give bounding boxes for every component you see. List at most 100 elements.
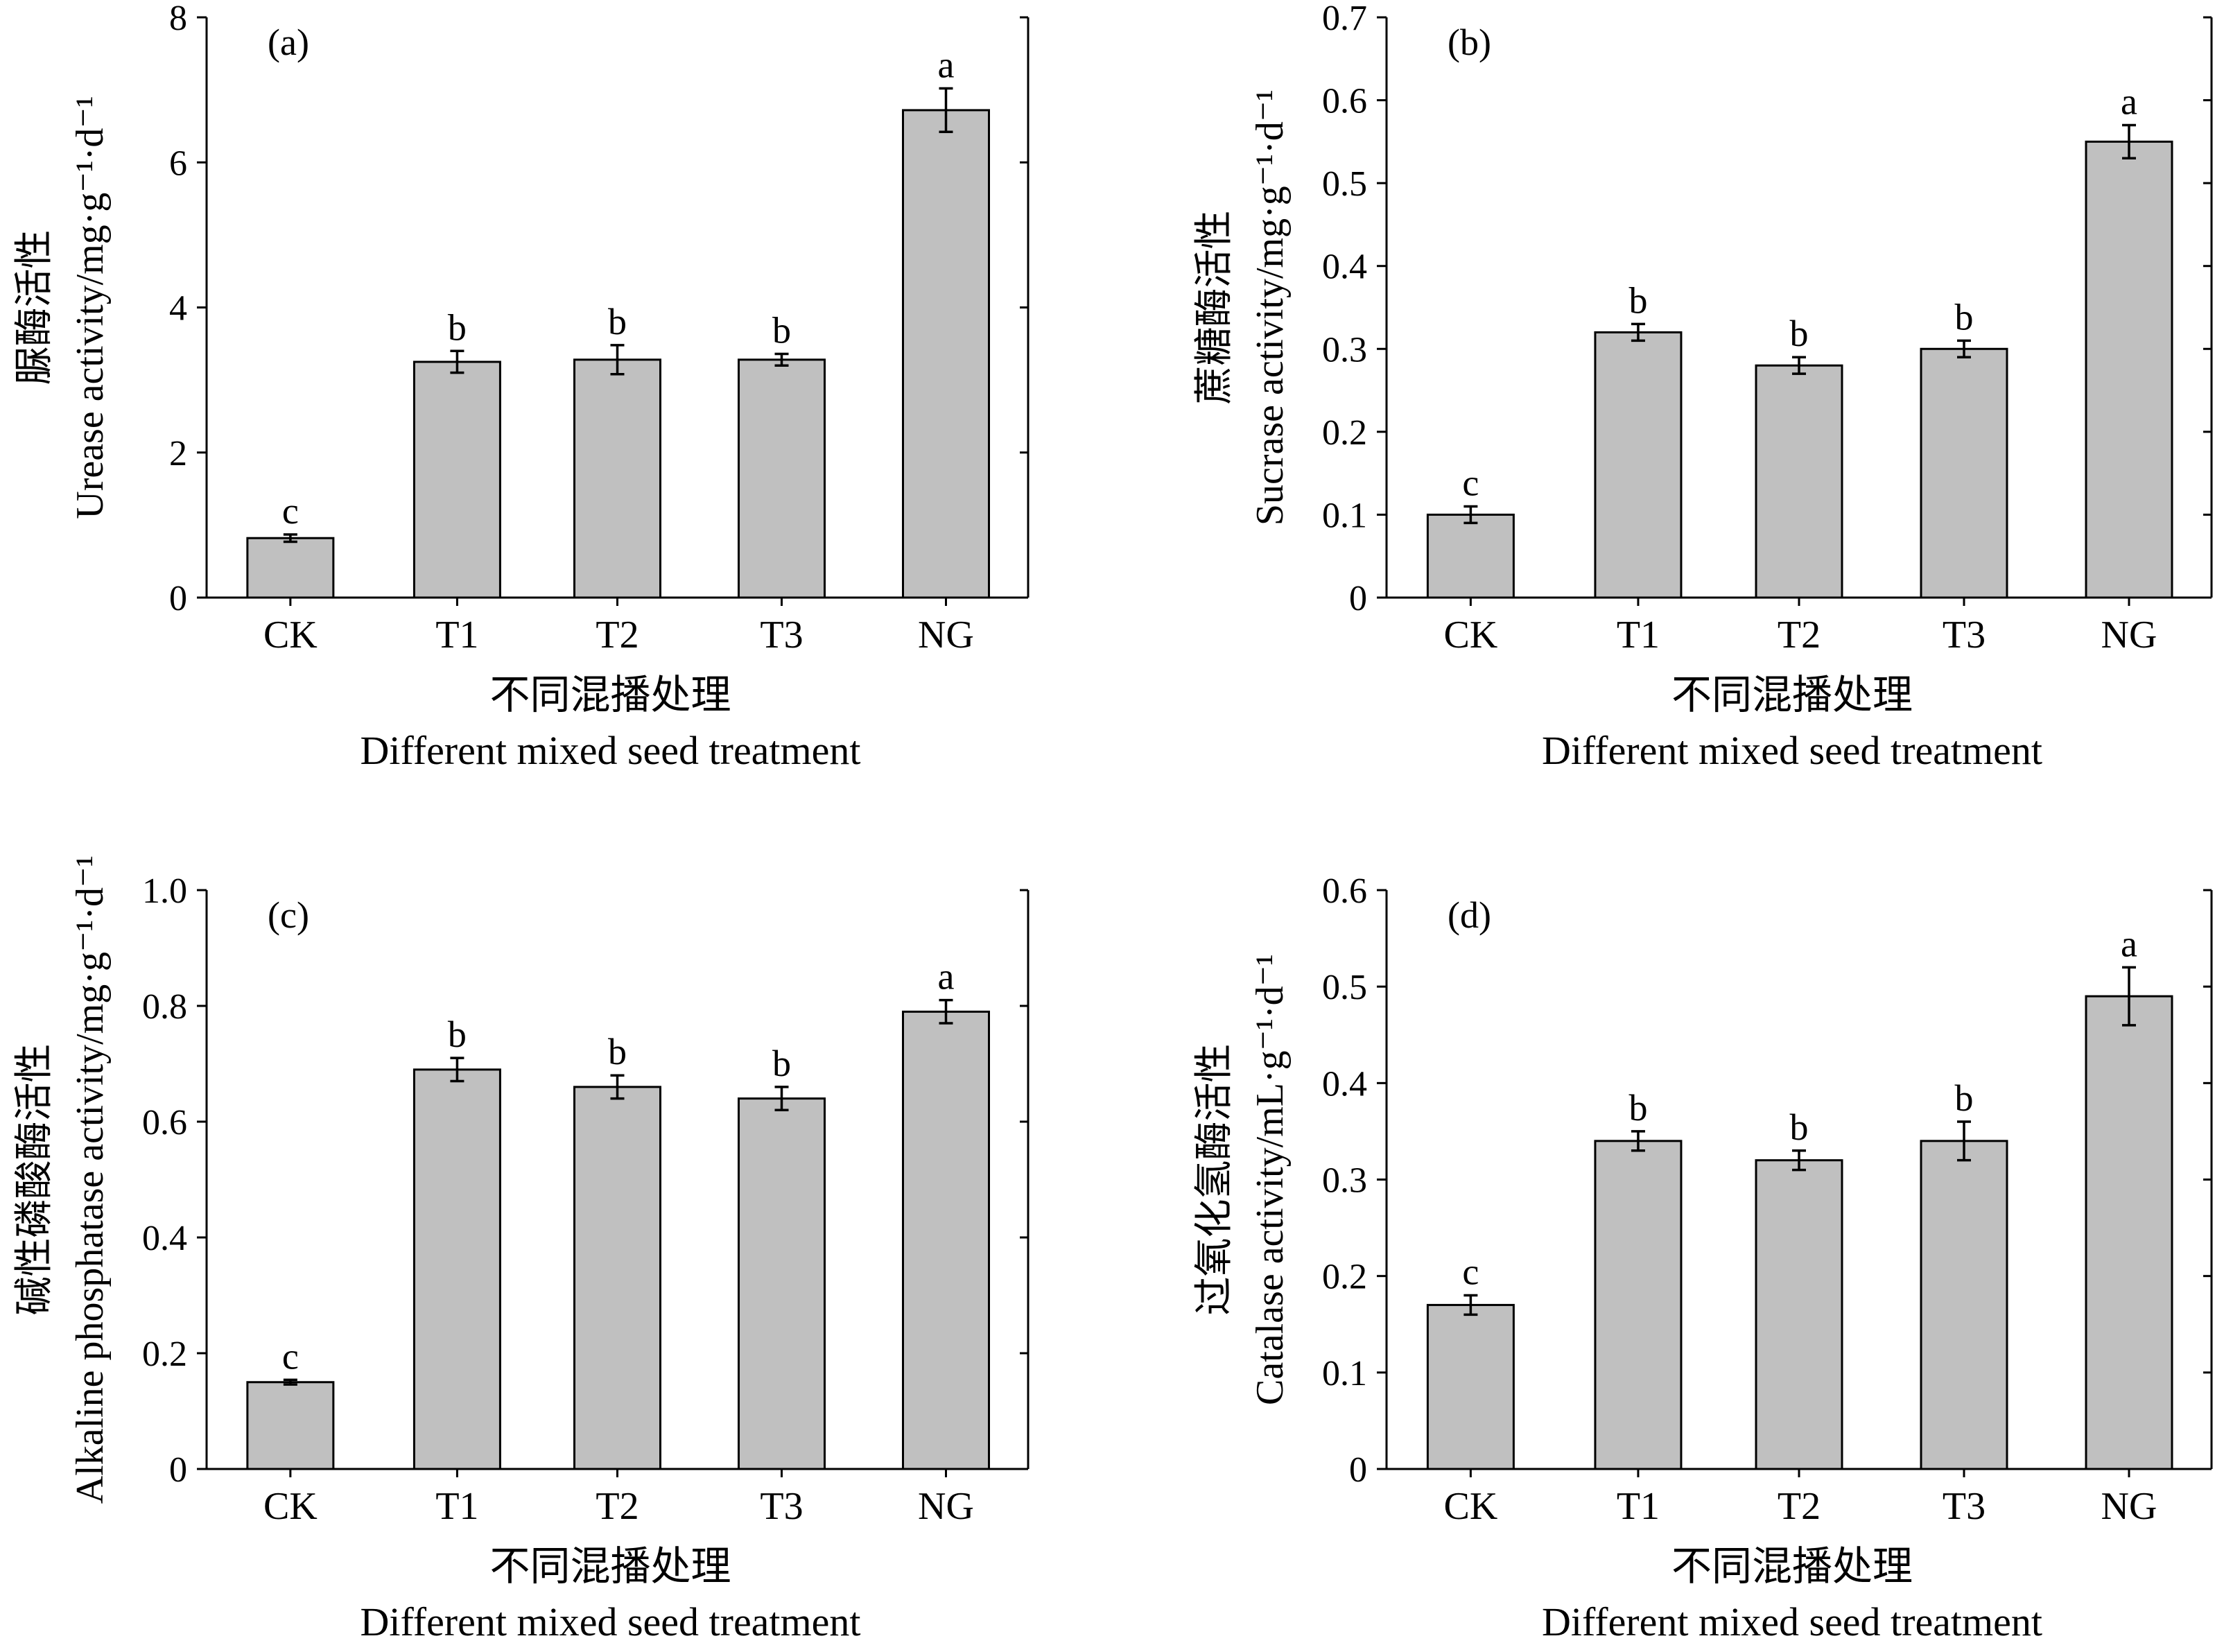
- category-label: T3: [1943, 614, 1986, 657]
- y-tick-label: 0.3: [1322, 330, 1367, 369]
- significance-label: b: [1790, 1106, 1809, 1148]
- category-label: T1: [435, 614, 478, 657]
- significance-label: c: [1462, 1251, 1479, 1293]
- category-label: T2: [1778, 614, 1821, 657]
- y-tick-label: 0.2: [142, 1334, 187, 1374]
- category-label: NG: [2101, 614, 2157, 657]
- y-tick-label: 0.6: [1322, 82, 1367, 121]
- y-tick-label: 4: [169, 289, 187, 329]
- significance-label: b: [608, 301, 627, 342]
- y-axis-title-cn: 蔗糖酶活性: [1193, 211, 1236, 405]
- significance-label: b: [1790, 313, 1809, 354]
- chart-panel-b: 0 0.1 0.2 0.3 0.4 0.5 0.6 0.7 (b) c CK b T1 b T2 b T3 a NG…: [1193, 0, 2213, 773]
- y-tick-label: 0: [169, 579, 187, 618]
- y-axis-title-cn: 脲酶活性: [13, 230, 56, 385]
- y-tick-label: 8: [169, 0, 187, 38]
- category-label: CK: [263, 614, 318, 657]
- y-tick-label: 0.1: [1322, 1354, 1367, 1393]
- bar-T1: [1594, 1140, 1683, 1470]
- bar-T3: [738, 358, 826, 599]
- y-tick-label: 0: [1349, 1450, 1367, 1490]
- y-tick-label: 0.3: [1322, 1161, 1367, 1201]
- bar-T2: [1755, 1159, 1843, 1470]
- bar-CK: [246, 537, 335, 599]
- panel-label: (c): [268, 894, 309, 936]
- x-axis-title-cn: 不同混播处理: [1671, 1544, 1913, 1589]
- category-label: NG: [918, 614, 974, 657]
- y-tick-label: 0.4: [142, 1219, 187, 1258]
- significance-label: b: [1628, 279, 1647, 321]
- significance-label: c: [1462, 462, 1479, 503]
- x-axis-title-cn: 不同混播处理: [489, 1544, 731, 1589]
- x-axis-title-cn: 不同混播处理: [489, 672, 731, 718]
- y-tick-label: 0: [169, 1450, 187, 1490]
- chart-panel-a: 0 2 4 6 8 (a) c CK b T1 b T2 b T3 a NG 不同混播处理 Different m…: [13, 0, 1030, 773]
- x-axis-title-en: Different mixed seed treatment: [360, 728, 860, 773]
- y-tick-label: 0.4: [1322, 247, 1367, 287]
- significance-label: b: [1628, 1087, 1647, 1129]
- bar-T3: [1920, 347, 2008, 599]
- category-label: CK: [1443, 1485, 1497, 1528]
- y-tick-label: 0.8: [142, 987, 187, 1027]
- y-tick-label: 0.6: [142, 1103, 187, 1142]
- category-label: T2: [1778, 1485, 1821, 1528]
- significance-label: b: [448, 306, 467, 348]
- significance-label: b: [1955, 296, 1974, 338]
- significance-label: c: [282, 490, 299, 532]
- x-axis-title-en: Different mixed seed treatment: [1542, 728, 2042, 773]
- significance-label: b: [772, 1043, 791, 1084]
- y-tick-label: 0.2: [1322, 413, 1367, 453]
- category-label: T1: [1617, 614, 1660, 657]
- y-tick-label: 0.5: [1322, 968, 1367, 1007]
- category-label: T3: [1943, 1485, 1986, 1528]
- category-label: CK: [263, 1485, 318, 1528]
- y-tick-label: 0.1: [1322, 496, 1367, 535]
- y-axis-title-cn: 过氧化氢酶活性: [1193, 1044, 1236, 1316]
- bar-T1: [1594, 331, 1683, 599]
- category-label: T2: [596, 614, 638, 657]
- y-tick-label: 1.0: [142, 871, 187, 911]
- bar-T1: [412, 1068, 501, 1470]
- significance-label: b: [772, 309, 791, 351]
- bar-T2: [1755, 364, 1843, 599]
- y-axis-title-en: Sucrase activity/mg·g⁻¹·d⁻¹: [1249, 89, 1292, 525]
- y-tick-label: 0.7: [1322, 0, 1367, 38]
- significance-label: b: [448, 1014, 467, 1055]
- category-label: T3: [760, 614, 803, 657]
- bar-T3: [1920, 1140, 2008, 1470]
- category-label: NG: [2101, 1485, 2157, 1528]
- y-axis-title-en: Urease activity/mg·g⁻¹·d⁻¹: [69, 96, 112, 519]
- chart-panel-c: 0 0.2 0.4 0.6 0.8 1.0 (c) c CK b T1 b T2 b T3 a NG 不同混播处理…: [13, 855, 1030, 1644]
- x-axis-title-en: Different mixed seed treatment: [1542, 1599, 2042, 1644]
- x-axis-title-en: Different mixed seed treatment: [360, 1599, 860, 1644]
- y-axis-title-en: Catalase activity/mL·g⁻¹·d⁻¹: [1249, 954, 1292, 1405]
- bar-T2: [573, 358, 661, 599]
- y-tick-label: 0.4: [1322, 1064, 1367, 1104]
- bar-NG: [902, 109, 990, 599]
- y-tick-label: 6: [169, 144, 187, 183]
- x-axis-title-cn: 不同混播处理: [1671, 672, 1913, 718]
- y-tick-label: 2: [169, 434, 187, 473]
- category-label: T1: [435, 1485, 478, 1528]
- panel-label: (d): [1448, 894, 1491, 936]
- significance-label: b: [1955, 1077, 1974, 1119]
- bar-NG: [2085, 140, 2173, 599]
- bar-T3: [738, 1097, 826, 1470]
- y-axis-title-en: Alkaline phosphatase activity/mg·g⁻¹·d⁻¹: [69, 855, 112, 1504]
- y-tick-label: 0.2: [1322, 1258, 1367, 1297]
- category-label: CK: [1443, 614, 1497, 657]
- y-tick-label: 0.5: [1322, 164, 1367, 204]
- panel-label: (b): [1448, 21, 1491, 63]
- category-label: T1: [1617, 1485, 1660, 1528]
- bar-T1: [412, 360, 501, 599]
- significance-label: a: [938, 956, 955, 998]
- y-tick-label: 0: [1349, 579, 1367, 618]
- y-axis-title-cn: 碱性磷酸酶活性: [13, 1044, 56, 1316]
- significance-label: a: [2121, 923, 2137, 964]
- significance-label: b: [608, 1031, 627, 1072]
- significance-label: a: [2121, 80, 2137, 122]
- category-label: T3: [760, 1485, 803, 1528]
- bar-CK: [1426, 1303, 1515, 1470]
- significance-label: a: [938, 44, 955, 86]
- bar-NG: [902, 1010, 990, 1470]
